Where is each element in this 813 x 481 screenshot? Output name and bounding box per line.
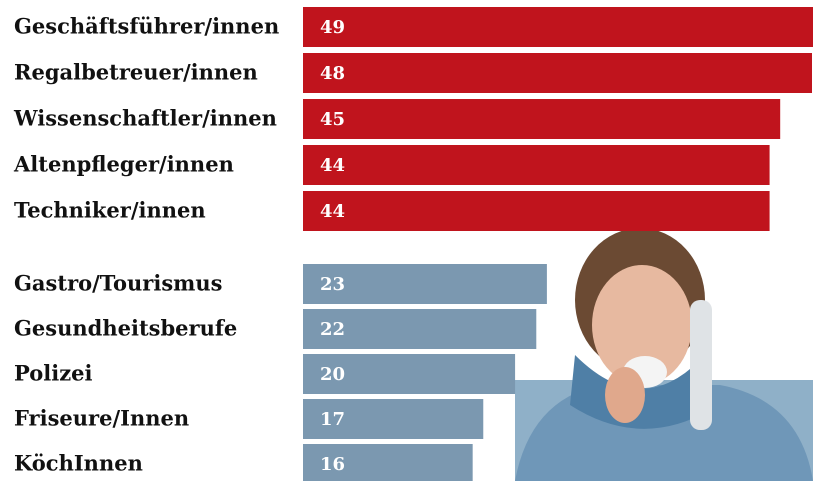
value-label: 20 xyxy=(320,364,345,385)
bar xyxy=(303,399,484,439)
category-label: Techniker/innen xyxy=(14,198,206,223)
bar xyxy=(303,264,547,304)
value-label: 44 xyxy=(320,201,345,222)
bar xyxy=(303,145,770,185)
bar xyxy=(303,191,770,231)
bar xyxy=(303,99,781,139)
value-label: 17 xyxy=(320,409,345,430)
category-label: Polizei xyxy=(14,361,92,386)
bar xyxy=(303,53,812,93)
value-label: 23 xyxy=(320,274,345,295)
photo xyxy=(515,228,813,481)
category-label: Geschäftsführer/innen xyxy=(14,14,279,39)
bar xyxy=(303,444,473,481)
category-label: Regalbetreuer/innen xyxy=(14,60,258,85)
category-label: Friseure/Innen xyxy=(14,406,189,431)
category-label: Gesundheitsberufe xyxy=(14,316,237,341)
value-label: 49 xyxy=(320,17,345,38)
category-label: Wissenschaftler/innen xyxy=(13,106,277,131)
value-label: 44 xyxy=(320,155,345,176)
bar xyxy=(303,354,516,394)
category-label: Gastro/Tourismus xyxy=(14,271,222,296)
category-label: KöchInnen xyxy=(14,451,143,476)
bar xyxy=(303,309,537,349)
value-label: 16 xyxy=(320,454,345,475)
value-label: 45 xyxy=(320,109,345,130)
bar xyxy=(303,7,813,47)
value-label: 22 xyxy=(320,319,345,340)
category-label: Altenpfleger/innen xyxy=(13,152,234,177)
value-label: 48 xyxy=(320,63,345,84)
